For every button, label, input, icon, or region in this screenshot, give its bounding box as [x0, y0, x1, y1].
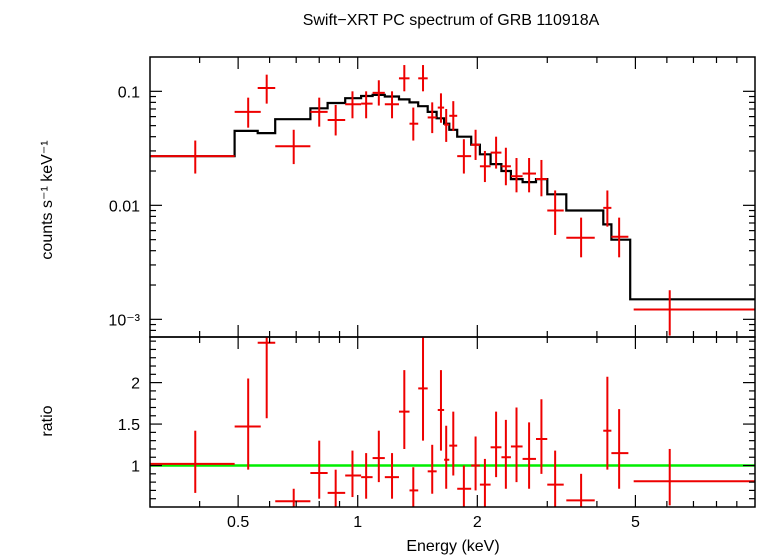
- data-point: [611, 409, 629, 489]
- plot-frame: [149, 336, 756, 508]
- data-point: [535, 159, 548, 197]
- data-point: [479, 150, 491, 183]
- data-point: [327, 104, 346, 136]
- y-tick-label: 0.1: [118, 84, 140, 101]
- x-tick-label: 1: [353, 514, 362, 531]
- data-point: [372, 80, 385, 106]
- plot-frame: [149, 56, 756, 338]
- data-point: [345, 450, 362, 498]
- data-point: [275, 129, 311, 165]
- data-point: [384, 91, 399, 119]
- model-step-curve: [150, 93, 755, 301]
- data-point: [310, 97, 328, 127]
- data-point: [257, 74, 276, 104]
- data-point: [409, 467, 419, 507]
- data-point: [479, 458, 491, 507]
- data-point: [444, 425, 450, 489]
- data-point: [490, 411, 502, 478]
- data-point: [327, 469, 346, 507]
- data-point: [398, 370, 410, 449]
- data-point: [471, 436, 480, 491]
- model-curve-group: [150, 93, 755, 301]
- data-point: [257, 337, 276, 419]
- y-tick-label: 1: [131, 459, 140, 476]
- x-tick-label: 5: [631, 514, 640, 531]
- y-tick-label: 0.01: [109, 198, 140, 215]
- data-point: [633, 448, 755, 506]
- data-point: [501, 147, 511, 186]
- data-point: [510, 407, 523, 483]
- ratio-data-group: [150, 337, 755, 507]
- data-point: [150, 140, 235, 174]
- data-point: [522, 422, 536, 489]
- data-point: [510, 158, 523, 193]
- spectrum-panel: 0.1 0.01 10⁻³ counts s⁻¹ keV⁻¹: [39, 56, 756, 338]
- data-point: [234, 97, 261, 128]
- data-point: [633, 290, 755, 336]
- ratio-y-axis-label: ratio: [39, 405, 56, 436]
- data-point: [398, 65, 410, 92]
- x-tick-label: 0.5: [227, 514, 249, 531]
- data-point: [457, 465, 472, 507]
- data-point: [427, 102, 437, 134]
- spectrum-axes: 0.1 0.01 10⁻³: [108, 56, 756, 338]
- data-point: [566, 473, 595, 507]
- data-point: [234, 378, 261, 470]
- data-point: [427, 444, 437, 494]
- data-point: [384, 453, 399, 499]
- data-point: [310, 440, 328, 499]
- data-point: [449, 101, 458, 131]
- data-point: [449, 411, 458, 476]
- y-tick-label: 2: [131, 376, 140, 393]
- y-tick-label: 1.5: [118, 417, 140, 434]
- data-point: [418, 337, 428, 441]
- data-point: [444, 108, 450, 142]
- data-point: [566, 217, 595, 258]
- data-point: [409, 107, 419, 141]
- data-point: [501, 419, 511, 489]
- spectrum-y-axis-label: counts s⁻¹ keV⁻¹: [39, 140, 56, 259]
- data-point: [418, 65, 428, 92]
- chart-title: Swift−XRT PC spectrum of GRB 110918A: [303, 12, 600, 29]
- x-tick-label: 2: [473, 514, 482, 531]
- data-point: [611, 217, 629, 258]
- data-point: [150, 430, 235, 493]
- ratio-axes: 11.52: [118, 336, 756, 508]
- data-point: [361, 91, 373, 119]
- data-point: [437, 93, 445, 123]
- data-point: [345, 91, 362, 119]
- spectrum-data-group: [150, 65, 755, 336]
- data-point: [437, 370, 445, 451]
- data-point: [471, 129, 480, 160]
- data-point: [372, 430, 385, 483]
- data-point: [603, 376, 612, 470]
- x-tick-labels: 0.5 1 2 5: [227, 514, 640, 531]
- data-point: [603, 190, 612, 227]
- data-point: [547, 190, 564, 235]
- data-point: [490, 136, 502, 169]
- data-point: [361, 453, 373, 499]
- data-point: [535, 399, 548, 474]
- ratio-panel: 11.52 ratio: [39, 336, 756, 508]
- data-point: [547, 450, 564, 507]
- y-tick-label: 10⁻³: [108, 312, 140, 329]
- data-point: [275, 488, 311, 507]
- data-point: [522, 158, 536, 193]
- x-axis-label: Energy (keV): [406, 538, 499, 555]
- data-point: [457, 139, 472, 174]
